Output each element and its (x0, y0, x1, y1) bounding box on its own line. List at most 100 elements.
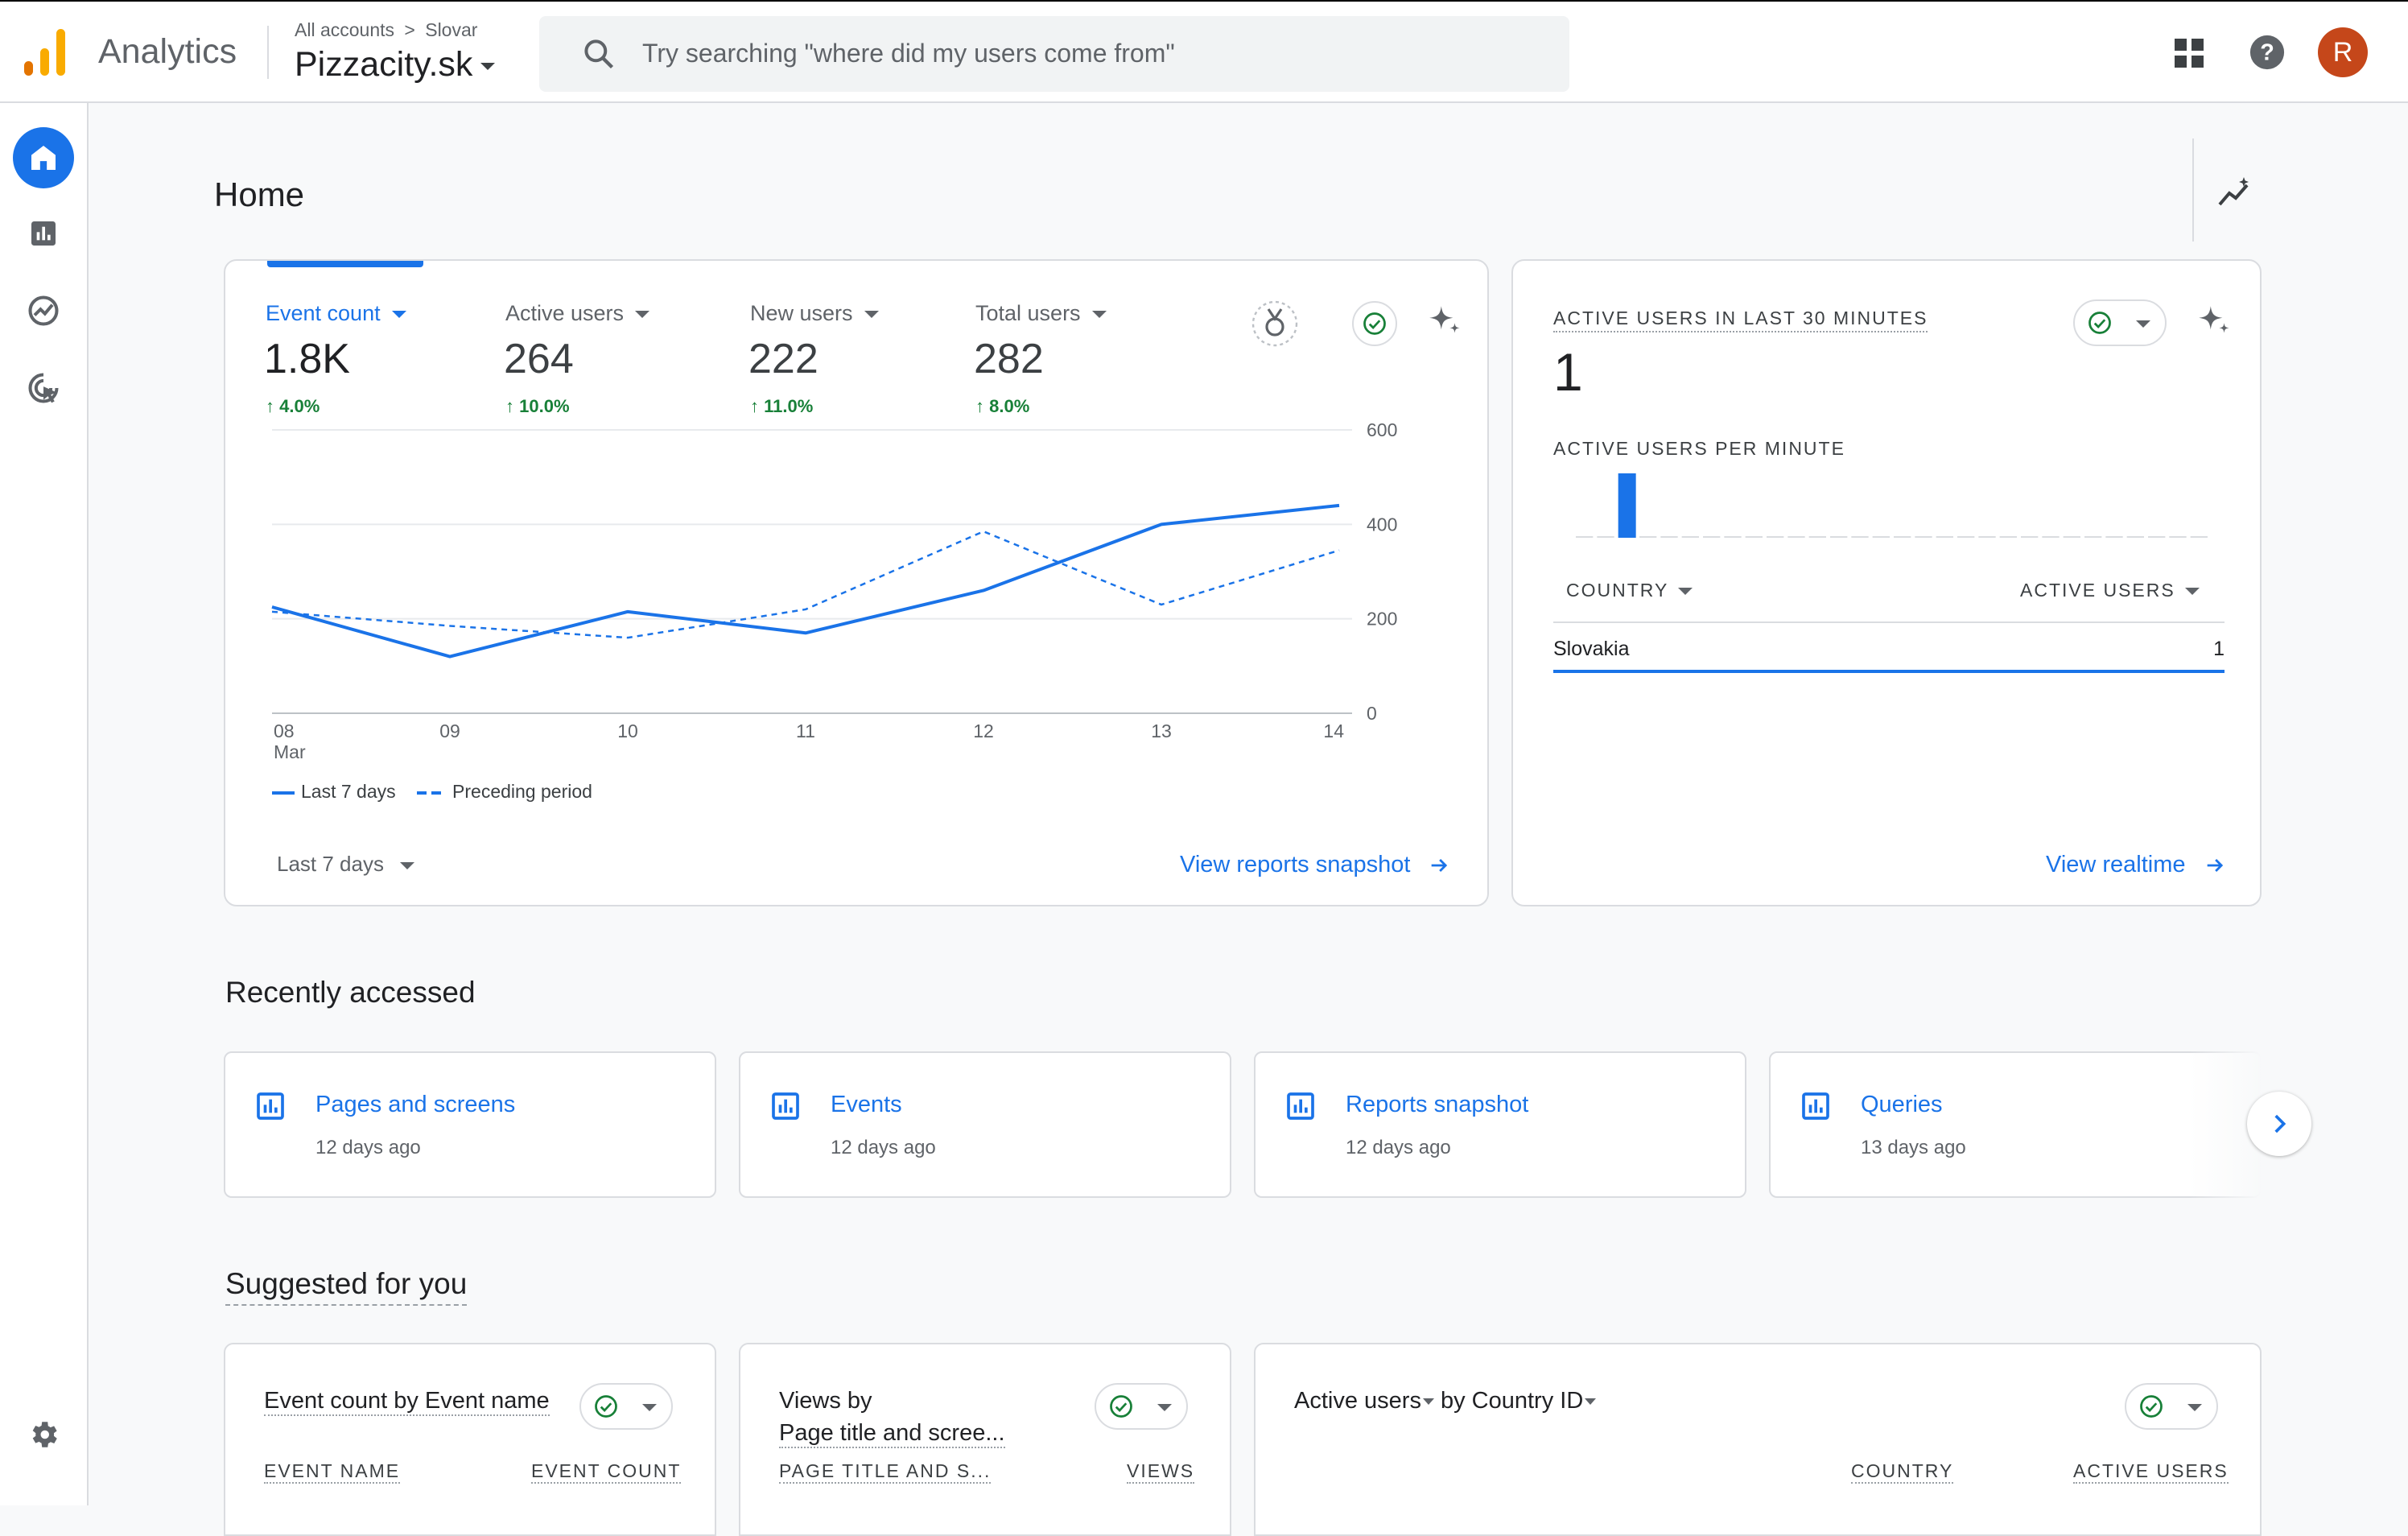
insights-icon[interactable] (2215, 174, 2253, 213)
nav-explore[interactable] (13, 280, 74, 341)
minute-bar[interactable] (1724, 536, 1742, 538)
minute-bar[interactable] (1639, 536, 1657, 538)
minute-bar[interactable] (2190, 536, 2208, 538)
recent-card-queries[interactable]: Queries 13 days ago (1769, 1051, 2262, 1198)
minute-bar[interactable] (1787, 536, 1805, 538)
card-title: Active users by Country ID (1294, 1388, 1597, 1414)
date-range-selector[interactable]: Last 7 days (277, 852, 414, 877)
nav-reports[interactable] (13, 203, 74, 264)
recent-title: Pages and screens (315, 1092, 516, 1117)
left-navigation (0, 103, 89, 1505)
minute-bar[interactable] (1872, 536, 1890, 538)
nav-home[interactable] (13, 127, 74, 188)
minute-bar[interactable] (1660, 536, 1678, 538)
realtime-value: 1 (1553, 342, 1583, 402)
minute-bar[interactable] (1597, 536, 1614, 538)
minute-bar[interactable] (1936, 536, 1953, 538)
carousel-next-button[interactable] (2247, 1092, 2311, 1156)
series-line-preceding-period[interactable] (271, 530, 1340, 639)
explore-icon (28, 295, 59, 326)
x-tick-label: 14 (1323, 721, 1344, 741)
chevron-down-icon[interactable] (864, 311, 879, 319)
metric-value: 1.8K (264, 336, 350, 382)
chevron-down-icon[interactable] (1422, 1398, 1434, 1406)
help-icon[interactable]: ? (2249, 34, 2286, 71)
sparkle-icon[interactable] (2194, 301, 2234, 341)
chevron-down-icon[interactable] (391, 311, 406, 319)
arrow-up-icon: ↑ (975, 396, 990, 416)
minute-bar[interactable] (1999, 536, 2017, 538)
minute-bar[interactable] (1894, 536, 1911, 538)
legend-series-current: Last 7 days (301, 781, 396, 802)
column-event-count: EVENT COUNT (531, 1460, 682, 1484)
search-input[interactable]: Try searching "where did my users come f… (642, 39, 1175, 68)
metric-label: New users (750, 301, 879, 326)
apps-grid-icon[interactable] (2173, 37, 2205, 69)
arrow-up-icon: ↑ (266, 396, 280, 416)
chevron-down-icon[interactable] (1585, 1398, 1597, 1406)
analytics-logo-icon[interactable] (24, 29, 69, 76)
suggested-card-event-count: Event count by Event name EVENT NAME EVE… (224, 1343, 716, 1536)
link-label: View realtime (2046, 852, 2186, 877)
sparkle-icon[interactable] (1425, 301, 1465, 341)
badge-icon[interactable] (1251, 299, 1299, 348)
nav-admin-settings[interactable] (13, 1404, 74, 1465)
minute-bar[interactable] (2105, 536, 2123, 538)
realtime-title[interactable]: ACTIVE USERS IN LAST 30 MINUTES (1553, 308, 1928, 332)
status-check-button[interactable] (1352, 301, 1397, 346)
minute-bar[interactable] (1851, 536, 1869, 538)
link-label: View reports snapshot (1180, 852, 1411, 877)
avatar[interactable]: R (2318, 27, 2368, 77)
minute-bar[interactable] (1703, 536, 1721, 538)
property-selector[interactable]: Pizzacity.sk (295, 45, 496, 85)
minute-bar[interactable] (1767, 536, 1784, 538)
minute-bar[interactable] (1957, 536, 1975, 538)
chevron-down-icon[interactable] (635, 311, 650, 319)
card-title-line-2[interactable]: Page title and scree... (779, 1420, 1005, 1448)
minute-bar[interactable] (2148, 536, 2166, 538)
column-active-users[interactable]: ACTIVE USERS (2020, 580, 2200, 601)
minute-bar[interactable] (1681, 536, 1699, 538)
minute-bar[interactable] (1808, 536, 1826, 538)
recent-card-reports-snapshot[interactable]: Reports snapshot 12 days ago (1254, 1051, 1746, 1198)
realtime-status-dropdown[interactable] (2073, 299, 2167, 346)
nav-advertising[interactable] (13, 357, 74, 419)
view-realtime-link[interactable]: View realtime (2046, 852, 2226, 878)
recent-card-events[interactable]: Events 12 days ago (739, 1051, 1231, 1198)
minute-bar[interactable] (1745, 536, 1763, 538)
minute-bar[interactable] (1576, 536, 1594, 538)
minute-bar[interactable] (2021, 536, 2039, 538)
minute-bar[interactable] (1618, 473, 1636, 538)
suggested-title[interactable]: Suggested for you (225, 1267, 468, 1306)
card-title-line-1[interactable]: Views by (779, 1388, 872, 1414)
search-bar[interactable]: Try searching "where did my users come f… (539, 16, 1569, 92)
breadcrumb-account[interactable]: Slovar (425, 19, 478, 40)
recent-card-pages-and-screens[interactable]: Pages and screens 12 days ago (224, 1051, 716, 1198)
column-country[interactable]: COUNTRY (1566, 580, 1693, 601)
app-name: Analytics (98, 32, 237, 71)
minute-bar[interactable] (2126, 536, 2144, 538)
breadcrumb[interactable]: All accounts > Slovar (295, 19, 477, 41)
minute-bar[interactable] (1830, 536, 1848, 538)
card-status-dropdown[interactable] (1095, 1383, 1188, 1430)
recent-time: 13 days ago (1861, 1137, 1966, 1158)
arrow-up-icon: ↑ (750, 396, 765, 416)
chevron-down-icon[interactable] (1091, 311, 1107, 319)
dimension-selector[interactable]: Country ID (1471, 1388, 1584, 1414)
table-row[interactable]: Slovakia 1 (1553, 625, 2225, 673)
minute-bar[interactable] (2169, 536, 2187, 538)
series-line-last-7-days[interactable] (271, 503, 1340, 659)
card-title[interactable]: Event count by Event name (264, 1388, 550, 1416)
card-status-dropdown[interactable] (2125, 1383, 2218, 1430)
minute-bar[interactable] (1978, 536, 1996, 538)
card-status-dropdown[interactable] (579, 1383, 673, 1430)
minute-bar[interactable] (1915, 536, 1932, 538)
row-country: Slovakia (1553, 638, 1630, 660)
view-reports-snapshot-link[interactable]: View reports snapshot (1180, 852, 1450, 878)
minute-bar[interactable] (2084, 536, 2102, 538)
minute-bar[interactable] (2063, 536, 2080, 538)
minute-bar[interactable] (2042, 536, 2060, 538)
check-circle-icon (2140, 1395, 2163, 1418)
breadcrumb-all-accounts[interactable]: All accounts (295, 19, 395, 40)
metric-selector[interactable]: Active users (1294, 1388, 1421, 1414)
